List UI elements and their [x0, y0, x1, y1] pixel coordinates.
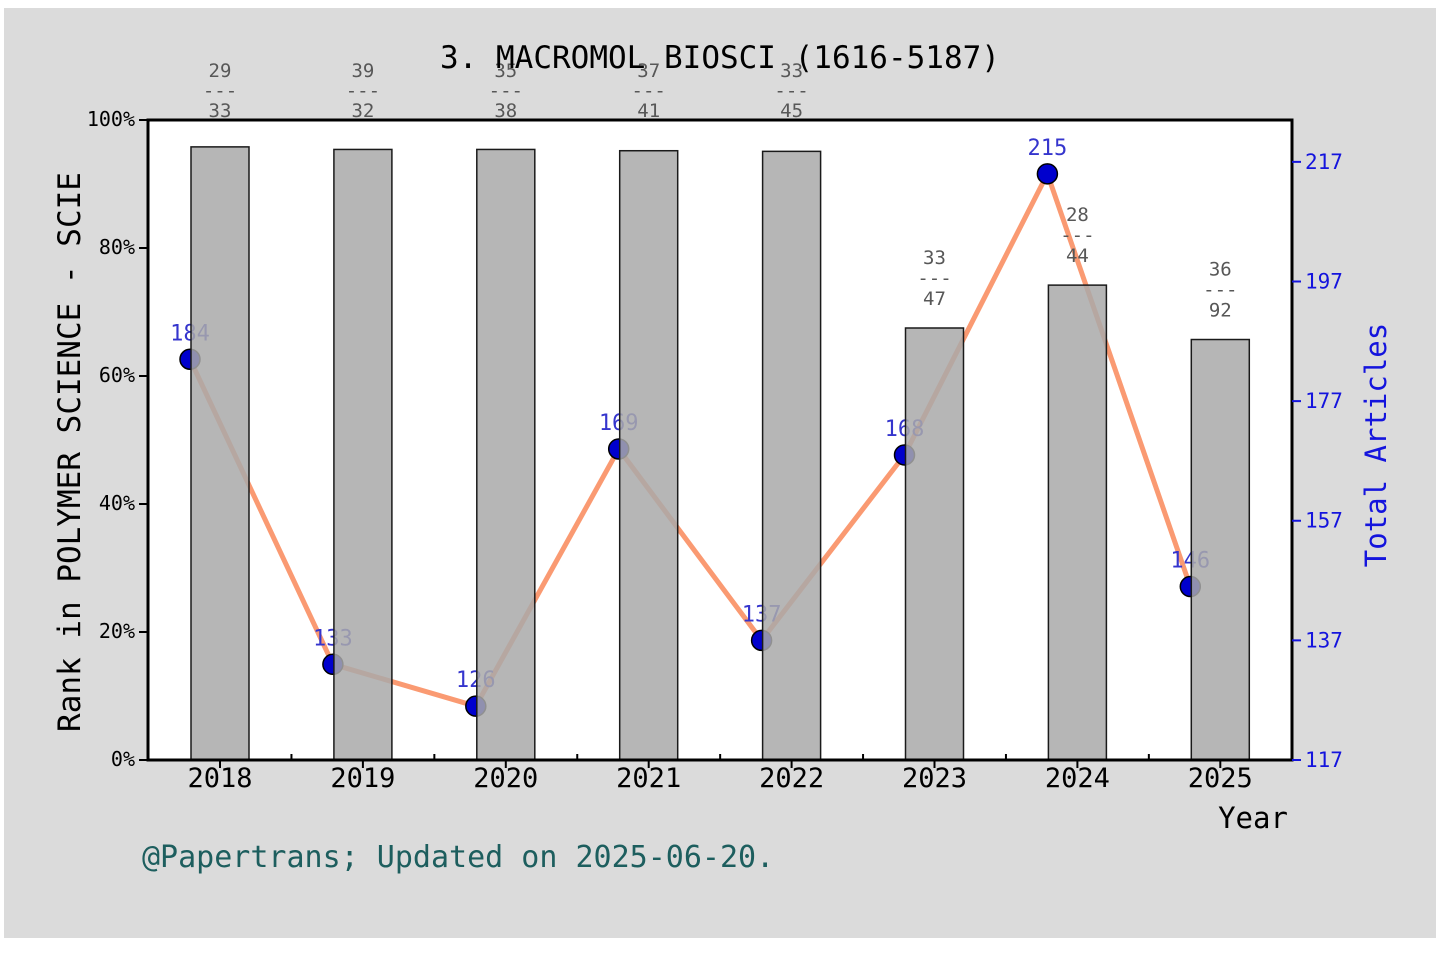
right-tick-label: 137 — [1305, 628, 1343, 652]
rank-bar — [333, 148, 393, 761]
right-tick-label: 197 — [1305, 269, 1343, 293]
x-tick-label: 2024 — [1045, 763, 1110, 794]
fraction-numerator: 35 — [494, 60, 517, 82]
chart-title: 3. MACROMOL BIOSCI (1616-5187) — [440, 40, 1000, 76]
right-tick-label: 117 — [1305, 748, 1343, 772]
left-axis-title: Rank in POLYMER SCIENCE - SCIE — [52, 172, 88, 732]
fraction-divider: --- — [632, 80, 666, 102]
rank-bar — [904, 327, 965, 761]
fraction-numerator: 33 — [923, 247, 946, 269]
x-tick-label: 2021 — [616, 763, 681, 794]
fraction-divider: --- — [346, 80, 380, 102]
fraction-denominator: 92 — [1209, 300, 1232, 322]
fraction-numerator: 29 — [209, 60, 232, 82]
plot-area — [148, 120, 1292, 760]
data-point — [1036, 163, 1059, 185]
fraction-numerator: 37 — [637, 60, 660, 82]
left-tick-label: 80% — [99, 235, 135, 259]
left-tick-label: 20% — [99, 619, 135, 643]
fraction-denominator: 45 — [780, 100, 803, 122]
left-tick-label: 40% — [99, 491, 135, 515]
fraction-numerator: 28 — [1066, 204, 1089, 226]
x-tick-label: 2025 — [1188, 763, 1253, 794]
x-tick-label: 2018 — [187, 763, 252, 794]
rank-bar — [190, 146, 250, 761]
fraction-divider: --- — [774, 80, 808, 102]
x-tick-label: 2022 — [759, 763, 824, 794]
x-axis-title: Year — [1218, 801, 1288, 835]
fraction-denominator: 33 — [209, 100, 232, 122]
fraction-numerator: 33 — [780, 60, 803, 82]
right-tick-label: 157 — [1305, 509, 1343, 533]
x-tick-label: 2019 — [330, 763, 395, 794]
fraction-numerator: 39 — [351, 60, 374, 82]
fraction-divider: --- — [489, 80, 523, 102]
fraction-denominator: 44 — [1066, 245, 1089, 267]
left-tick-label: 0% — [111, 747, 135, 771]
x-tick-label: 2023 — [902, 763, 967, 794]
fraction-denominator: 38 — [494, 100, 517, 122]
rank-bar — [1047, 284, 1108, 761]
right-tick-label: 217 — [1305, 150, 1343, 174]
fraction-denominator: 32 — [351, 100, 374, 122]
right-tick-label: 177 — [1305, 389, 1343, 413]
fraction-divider: --- — [1060, 225, 1094, 247]
fraction-denominator: 47 — [923, 288, 946, 310]
fraction-divider: --- — [917, 268, 951, 290]
rank-bar — [476, 148, 536, 761]
rank-bar — [1190, 338, 1251, 761]
fraction-divider: --- — [203, 80, 237, 102]
fraction-denominator: 41 — [637, 100, 660, 122]
left-tick-label: 100% — [87, 107, 135, 131]
data-point-label: 215 — [1028, 136, 1068, 161]
x-tick-label: 2020 — [473, 763, 538, 794]
fraction-divider: --- — [1203, 279, 1237, 301]
left-tick-label: 60% — [99, 363, 135, 387]
rank-bar — [618, 149, 679, 761]
rank-bar — [761, 150, 822, 761]
watermark-annotation: @Papertrans; Updated on 2025-06-20. — [142, 840, 775, 875]
right-axis-title: Total Articles — [1359, 322, 1393, 568]
fraction-numerator: 36 — [1209, 259, 1232, 281]
